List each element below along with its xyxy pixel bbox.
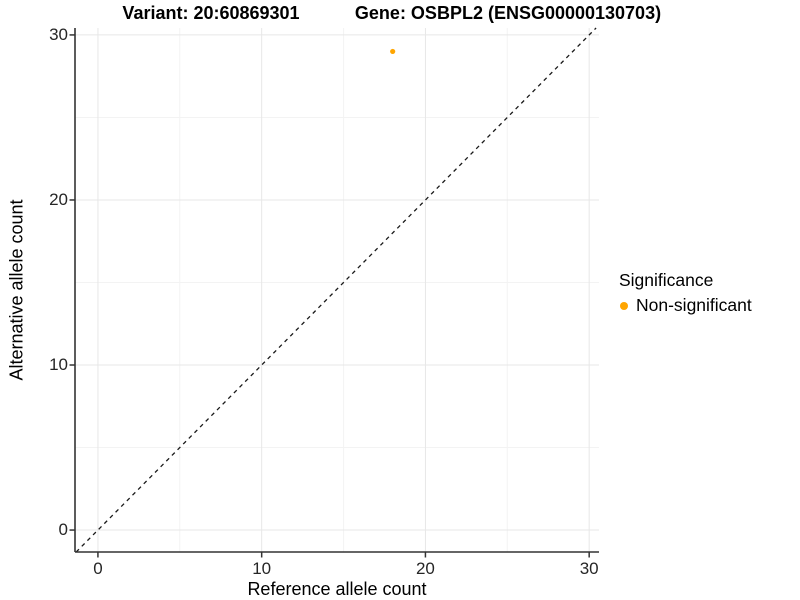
x-axis-title: Reference allele count — [247, 579, 427, 599]
y-tick-label: 0 — [58, 520, 68, 540]
x-tick-label: 0 — [93, 559, 103, 578]
y-tick-label: 10 — [49, 355, 68, 374]
plot-title-gene: Gene: OSBPL2 (ENSG00000130703) — [354, 3, 662, 23]
x-tick-label: 20 — [415, 559, 435, 578]
x-tick-label: 10 — [252, 559, 272, 578]
legend-point-icon — [620, 301, 628, 310]
x-tick-label: 30 — [579, 559, 599, 578]
y-tick-label: 20 — [49, 189, 68, 209]
legend: Significance Non-significant — [619, 270, 752, 316]
legend-entry: Non-significant — [619, 295, 752, 316]
y-tick-label: 30 — [49, 24, 68, 44]
legend-entry-label: Non-significant — [636, 295, 752, 315]
diagonal-reference-line — [75, 27, 597, 553]
y-axis-title: Alternative allele count — [6, 199, 27, 381]
legend-title: Significance — [619, 270, 714, 290]
plot-title-variant: Variant: 20:60869301 — [122, 3, 300, 23]
data-point — [390, 48, 396, 55]
